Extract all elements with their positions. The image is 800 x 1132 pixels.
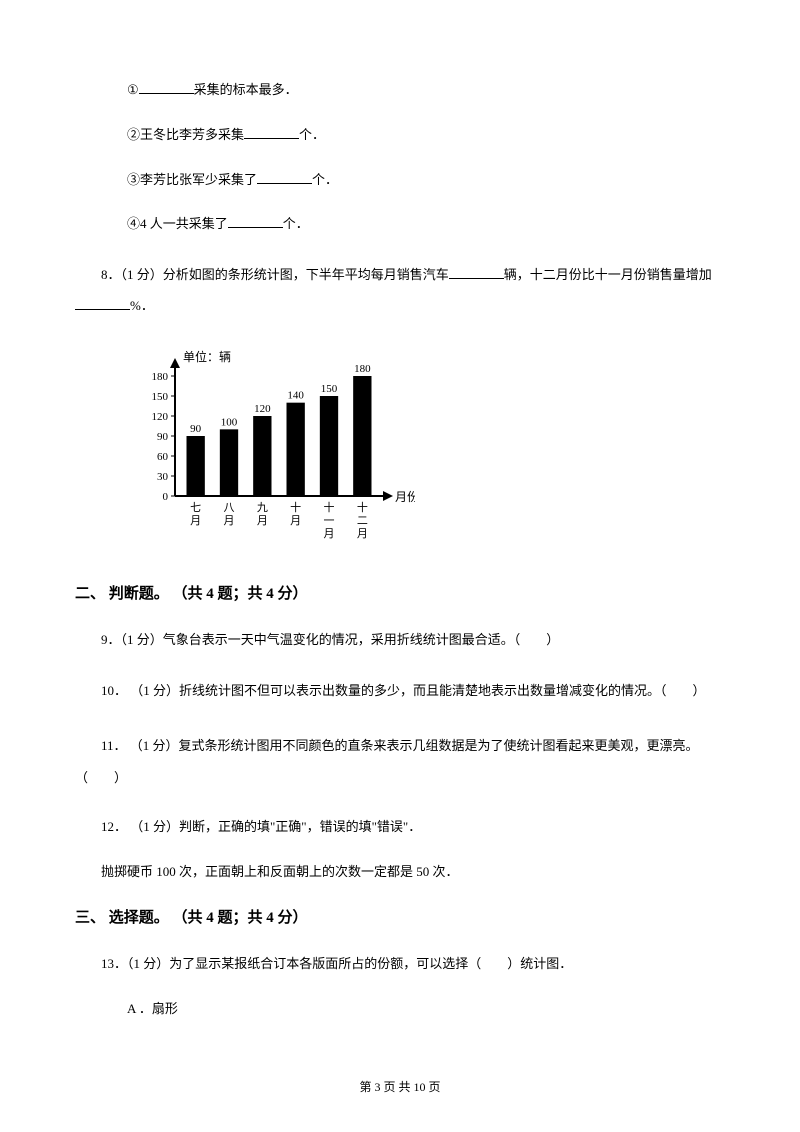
svg-text:二: 二 [357, 515, 368, 527]
svg-text:180: 180 [354, 363, 371, 375]
q8: 8．（1 分）分析如图的条形统计图，下半年平均每月销售汽车 辆，十二月份比十一月份… [75, 259, 725, 321]
q7-sub4-pre: ④4 人一共采集了 [127, 216, 228, 231]
q12a: 12． （1 分）判断，正确的填"正确"，错误的填"错误"． [75, 817, 725, 838]
svg-text:十: 十 [290, 500, 301, 514]
svg-text:九: 九 [257, 501, 268, 514]
blank [139, 81, 194, 94]
svg-text:0: 0 [163, 491, 169, 503]
q13-option-a: A ．扇形 [101, 999, 725, 1020]
svg-text:100: 100 [221, 416, 238, 428]
blank [449, 266, 504, 279]
svg-text:150: 150 [321, 383, 338, 395]
svg-text:30: 30 [157, 471, 169, 483]
svg-text:90: 90 [157, 431, 169, 443]
q13: 13．（1 分）为了显示某报纸合订本各版面所占的份额，可以选择（ ）统计图． [75, 954, 725, 975]
svg-text:七: 七 [190, 501, 201, 514]
q7-sub1-post: 采集的标本最多． [194, 82, 298, 97]
q7-sub2-pre: ②王冬比李芳多采集 [127, 127, 244, 142]
svg-text:90: 90 [190, 423, 202, 435]
svg-text:140: 140 [287, 389, 304, 401]
svg-text:60: 60 [157, 451, 169, 463]
q10: 10． （1 分）折线统计图不但可以表示出数量的多少，而且能清楚地表示出数量增减… [75, 675, 725, 706]
q7-sub4-post: 个． [283, 216, 309, 231]
section3-title: 三、 选择题。 （共 4 题；共 4 分） [75, 906, 725, 930]
q8-text2: 辆，十二月份比十一月份销售量增加 [504, 267, 712, 282]
q7-sub1: ① 采集的标本最多． [101, 80, 725, 101]
blank [75, 297, 130, 310]
svg-text:月: 月 [257, 515, 268, 527]
q7-sub4: ④4 人一共采集了 个． [101, 214, 725, 235]
svg-text:120: 120 [152, 411, 169, 423]
blank [228, 215, 283, 228]
bar-chart: 单位：辆月份030609012015018090七月100八月120九月140十… [135, 346, 725, 563]
q8-text1: 8．（1 分）分析如图的条形统计图，下半年平均每月销售汽车 [101, 267, 449, 282]
q7-sub1-pre: ① [127, 82, 139, 97]
svg-text:月: 月 [290, 515, 301, 527]
svg-text:一: 一 [324, 515, 335, 527]
page-footer: 第 3 页 共 10 页 [0, 1078, 800, 1097]
blank [244, 126, 299, 139]
q11: 11． （1 分）复式条形统计图用不同颜色的直条来表示几组数据是为了使统计图看起… [75, 730, 725, 792]
svg-text:十: 十 [357, 500, 368, 514]
svg-text:120: 120 [254, 403, 271, 415]
svg-text:八: 八 [224, 502, 235, 514]
svg-text:月份: 月份 [395, 490, 415, 504]
svg-text:月: 月 [224, 515, 235, 527]
q10-text: 10． （1 分）折线统计图不但可以表示出数量的多少，而且能清楚地表示出数量增减… [101, 683, 706, 698]
q11-text: 11． （1 分）复式条形统计图用不同颜色的直条来表示几组数据是为了使统计图看起… [75, 738, 699, 784]
blank [257, 171, 312, 184]
q9: 9．（1 分）气象台表示一天中气温变化的情况，采用折线统计图最合适。（ ） [75, 630, 725, 651]
q12b: 抛掷硬币 100 次，正面朝上和反面朝上的次数一定都是 50 次． [75, 862, 725, 883]
svg-text:月: 月 [190, 515, 201, 527]
section2-title: 二、 判断题。 （共 4 题；共 4 分） [75, 582, 725, 606]
svg-text:单位：辆: 单位：辆 [183, 349, 231, 364]
q7-sub3: ③李芳比张军少采集了 个． [101, 170, 725, 191]
svg-text:月: 月 [324, 528, 335, 540]
q8-text3: %． [130, 298, 154, 313]
q7-sub3-post: 个． [312, 172, 338, 187]
q7-sub3-pre: ③李芳比张军少采集了 [127, 172, 257, 187]
svg-text:180: 180 [152, 371, 169, 383]
svg-text:150: 150 [152, 391, 169, 403]
q7-sub2: ②王冬比李芳多采集 个． [101, 125, 725, 146]
svg-text:十: 十 [324, 500, 335, 514]
q7-sub2-post: 个． [299, 127, 325, 142]
svg-text:月: 月 [357, 528, 368, 540]
